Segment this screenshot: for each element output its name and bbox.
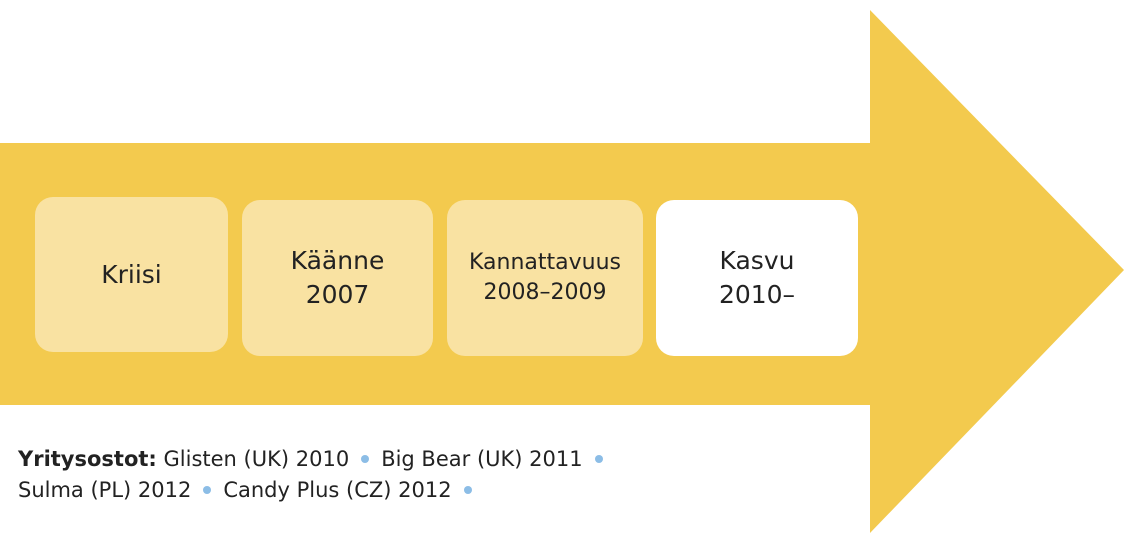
stage-period: 2010– [718,280,796,309]
bullet [594,455,603,463]
stage-period: 2007 [305,280,370,309]
acquisition: Sulma (PL) 2012 [18,478,192,502]
acquisitions-title: Yritysostot: [18,447,157,471]
bullet [463,486,472,494]
stage-box: Kasvu 2010– [656,200,858,356]
stage-box: Käänne 2007 [242,200,433,356]
stage-label: Kasvu [719,246,795,275]
stage-label: Kannattavuus [469,250,621,275]
bullet [203,486,212,494]
bullet [361,455,370,463]
acquisitions: Yritysostot: Glisten (UK) 2010 Big Bear (… [18,444,838,506]
stage-period: 2008–2009 [483,280,607,305]
stage-box: Kriisi [35,197,228,352]
acquisition: Big Bear (UK) 2011 [381,447,583,471]
stage-label: Kriisi [101,259,162,289]
acquisition: Candy Plus (CZ) 2012 [223,478,452,502]
stage-box: Kannattavuus 2008–2009 [447,200,643,356]
stage-label: Käänne [290,246,385,275]
acquisition: Glisten (UK) 2010 [163,447,350,471]
